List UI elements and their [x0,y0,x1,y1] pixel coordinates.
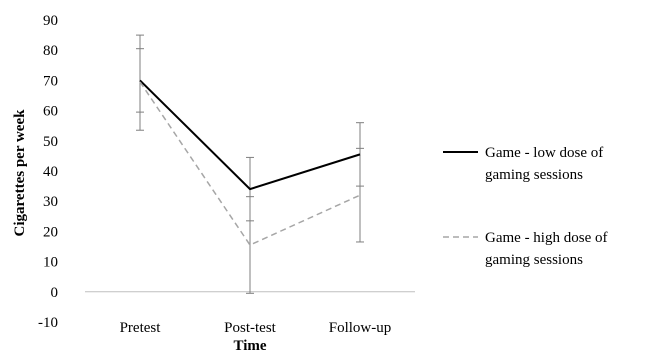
legend-label: Game - low dose of [485,145,603,161]
series-line-2 [139,81,361,246]
y-axis-title: Cigarettes per week [12,109,28,237]
legend-label: Game - high dose of [485,230,607,246]
series-line-1 [139,79,361,191]
x-axis-title: Time [233,338,266,353]
y-tick-labels: -10 0 10 20 30 40 50 60 70 80 90 [38,13,58,331]
y-tick-label: 0 [51,285,59,301]
legend-label: gaming sessions [485,252,583,268]
y-tick-label: 90 [43,13,58,29]
y-tick-label: 10 [43,255,58,271]
x-tick-label: Pretest [120,320,162,336]
legend-label: gaming sessions [485,167,583,183]
y-tick-label: 50 [43,134,58,150]
x-tick-labels: Pretest Post-test Follow-up [120,320,392,336]
y-tick-label: 70 [43,73,58,89]
x-tick-label: Post-test [224,320,277,336]
y-tick-label: -10 [38,315,58,331]
series-lines [139,79,361,246]
y-tick-label: 60 [43,104,58,120]
legend: Game - low dose of gaming sessions Game - … [443,145,607,268]
y-tick-label: 20 [43,224,58,240]
y-tick-label: 80 [43,43,58,59]
y-tick-label: 30 [43,194,58,210]
x-tick-label: Follow-up [329,320,392,336]
y-tick-label: 40 [43,164,58,180]
